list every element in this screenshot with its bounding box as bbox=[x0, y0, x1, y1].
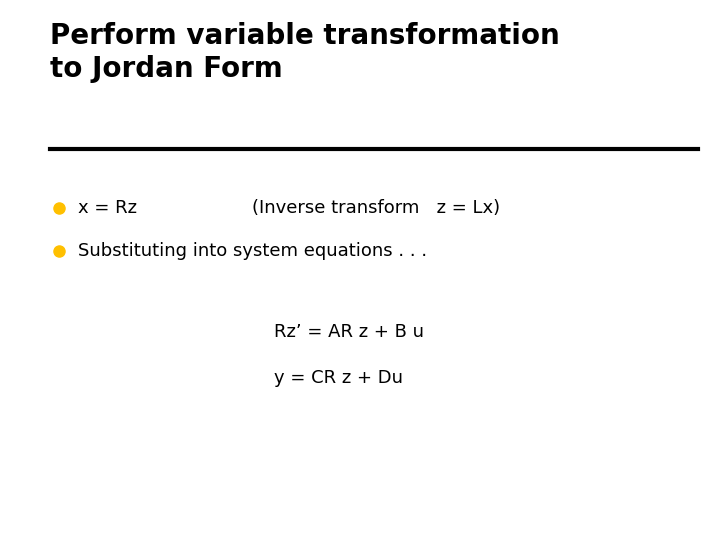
Text: Rz’ = AR z + B u: Rz’ = AR z + B u bbox=[274, 323, 423, 341]
Text: Substituting into system equations . . .: Substituting into system equations . . . bbox=[78, 242, 427, 260]
Text: Perform variable transformation
to Jordan Form: Perform variable transformation to Jorda… bbox=[50, 22, 560, 83]
Text: y = CR z + Du: y = CR z + Du bbox=[274, 369, 402, 387]
Text: x = Rz                    (Inverse transform   z = Lx): x = Rz (Inverse transform z = Lx) bbox=[78, 199, 500, 217]
